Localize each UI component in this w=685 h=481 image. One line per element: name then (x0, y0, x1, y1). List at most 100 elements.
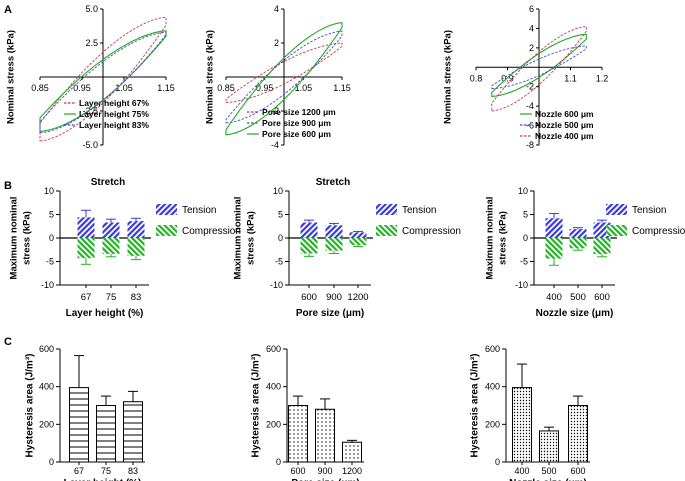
x-tick-label: 67 (81, 292, 92, 303)
area-bar (512, 387, 532, 463)
y-tick-label: 10 (44, 186, 54, 196)
y-tick-label: 5 (49, 210, 54, 220)
y-tick-label: 0 (49, 457, 54, 467)
x-tick-label: 1.1 (564, 73, 577, 83)
y-tick-label: 4 (274, 4, 279, 14)
y-tick-label: 4 (529, 23, 534, 33)
y-tick-label: 200 (266, 419, 281, 429)
y-tick-label: -2 (526, 82, 534, 92)
area-bar (315, 408, 335, 463)
area-bar (568, 405, 588, 463)
legend-label: Nozzle 500 μm (535, 120, 594, 130)
x-tick-label: 1.15 (157, 83, 175, 93)
y-axis-label: Nominal stress (kPa) (6, 30, 17, 124)
x-tick-label: 83 (131, 292, 142, 303)
y-tick-label: -5 (275, 257, 283, 267)
tension-bar (300, 222, 318, 238)
compression-bar (545, 238, 563, 259)
x-tick-label: 0.95 (256, 83, 274, 93)
y-axis-label: stress (kPa) (498, 211, 509, 265)
x-tick-label: 600 (570, 466, 585, 476)
y-tick-label: -10 (270, 280, 283, 290)
stress-chart-layer-height: -10 -5 0 5 10 67 75 83 Layer height (%) Stretch Ma… (9, 177, 241, 319)
hysteresis-chart-pore-size: 0.85 0.95 1.05 1.15 -4 -2 2 4 Nominal stress (kP… (205, 4, 351, 150)
series-loop (39, 30, 167, 133)
x-tick-label: 600 (290, 466, 305, 476)
y-tick-label: -5 (520, 257, 528, 267)
tension-bar (77, 217, 95, 238)
compression-bar (325, 238, 343, 251)
y-tick-label: 400 (485, 382, 500, 392)
y-axis-label: Maximum nominal (233, 197, 244, 280)
x-tick-label: 500 (570, 292, 586, 303)
y-axis-label: Hysteresis area (J/m³) (25, 354, 36, 458)
series-loop (491, 25, 587, 112)
x-tick-label: 500 (541, 466, 556, 476)
x-tick-label: 1.05 (295, 83, 313, 93)
y-tick-label: 2 (529, 43, 534, 53)
compression-bar (593, 238, 611, 254)
stress-chart-pore-size: -10 -5 0 5 10 600 900 1200 Pore size (μm) Stretch… (233, 177, 461, 319)
legend-label: Tension (402, 205, 436, 216)
area-bar (69, 387, 89, 463)
x-tick-label: 0.8 (470, 73, 483, 83)
x-tick-label: 75 (101, 466, 111, 476)
legend-label: Layer height 67% (79, 98, 149, 108)
area-bar (288, 405, 308, 463)
area-chart-layer-height: 0 200 400 600 67 75 83 Layer height (%) Hysteres… (25, 344, 145, 481)
x-tick-label: 0.85 (217, 83, 235, 93)
compression-bar (569, 238, 587, 249)
area-bar (342, 441, 362, 463)
y-tick-label: -5 (46, 257, 54, 267)
y-tick-label: 10 (518, 186, 528, 196)
legend-label: Layer height 83% (79, 120, 149, 130)
y-tick-label: 600 (266, 344, 281, 354)
area-chart-pore-size: 0 200 400 600 600 900 1200 Pore size (μm) Hyster… (251, 344, 364, 481)
y-tick-label: 400 (266, 382, 281, 392)
series-loop (39, 16, 167, 142)
series-loop (39, 31, 167, 134)
y-tick-label: 5 (523, 210, 528, 220)
y-tick-label: 600 (485, 344, 500, 354)
x-axis-label: Pore size (μm) (296, 308, 364, 319)
legend-label: Compression (182, 226, 241, 237)
x-axis-label: Nozzle size (μm) (509, 478, 587, 481)
legend-label: Nozzle 400 μm (535, 131, 594, 141)
x-axis-label: Nozzle size (μm) (536, 308, 614, 319)
legend-swatch (156, 225, 177, 236)
x-axis-label: Layer height (%) (66, 308, 144, 319)
chart-title: Stretch (316, 177, 350, 188)
legend-swatch (606, 225, 627, 236)
y-tick-label: 0 (49, 233, 54, 243)
y-tick-label: 0 (523, 233, 528, 243)
tension-bar (102, 222, 120, 238)
x-axis-label: Pore size (μm) (291, 478, 359, 481)
series-loop (225, 21, 343, 136)
legend-label: Tension (632, 205, 666, 216)
legend-swatch (606, 204, 627, 215)
y-tick-label: -4 (526, 101, 534, 111)
tension-bar (569, 229, 587, 238)
legend-swatch (376, 225, 397, 236)
x-tick-label: 1200 (342, 466, 362, 476)
compression-bar (127, 238, 145, 256)
series-loop (491, 33, 587, 97)
y-tick-label: -5.0 (82, 140, 98, 150)
y-tick-label: 6 (529, 4, 534, 14)
x-axis-label: Layer height (%) (64, 478, 142, 481)
y-axis-label: Maximum nominal (485, 197, 496, 280)
area-bar (96, 405, 116, 463)
panel-label-a: A (4, 4, 12, 16)
series-loop (225, 42, 343, 103)
y-tick-label: 0 (495, 457, 500, 467)
chart-title: Stretch (91, 177, 125, 188)
stress-chart-nozzle: -10 -5 0 5 10 400 500 600 Nozzle size (μm) Maximu… (485, 186, 685, 319)
y-tick-label: 400 (39, 382, 54, 392)
legend-swatch (156, 204, 177, 215)
legend-label: Compression (632, 226, 685, 237)
hysteresis-chart-layer-height: 0.85 0.95 1.05 1.15 -5.0 -2.5 2.5 5.0 Nominal st… (6, 4, 175, 150)
y-tick-label: -2.5 (82, 106, 98, 116)
area-bar (539, 430, 559, 463)
legend-label: Pore size 600 μm (262, 129, 331, 139)
